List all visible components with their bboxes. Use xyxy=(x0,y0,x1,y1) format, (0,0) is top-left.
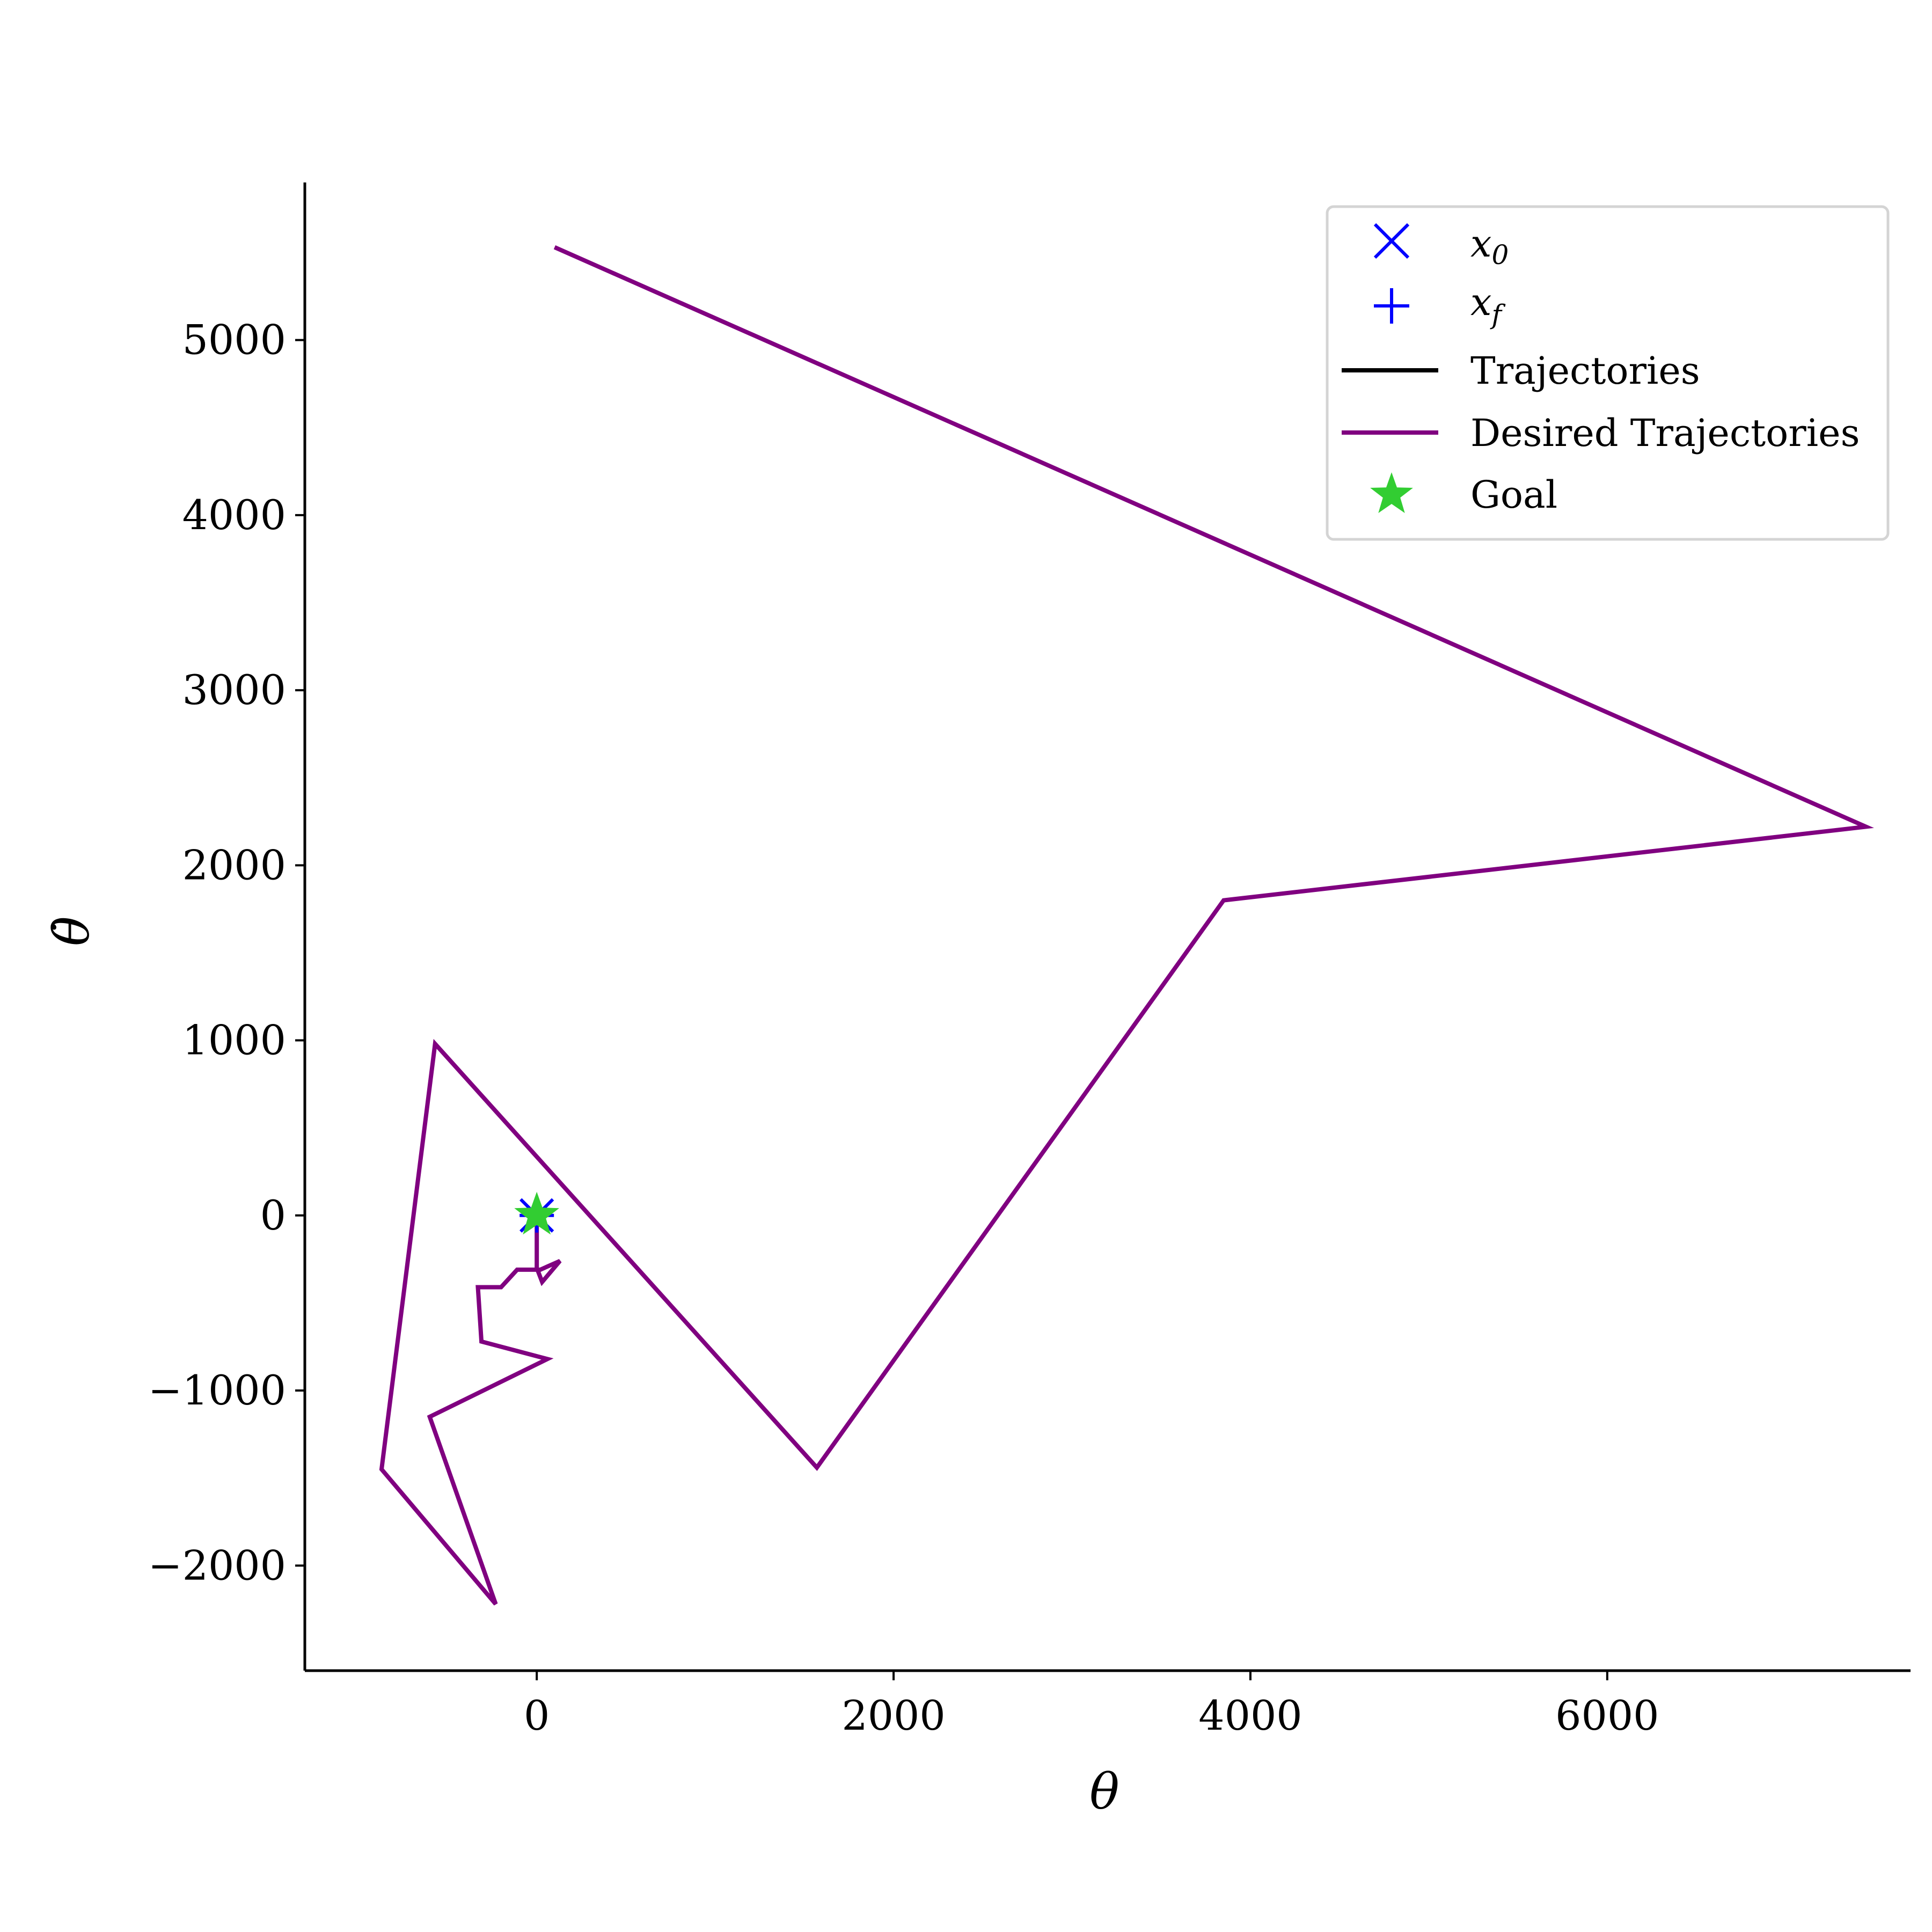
y-tick-label: 2000 xyxy=(182,841,286,889)
plus-marker-icon xyxy=(1374,288,1409,324)
legend-label-x0: x0 xyxy=(1470,222,1509,270)
y-tick-label: −1000 xyxy=(148,1366,286,1414)
y-tick-label: 1000 xyxy=(182,1016,286,1064)
legend-frame xyxy=(1326,205,1890,541)
x-tick-label: 6000 xyxy=(1555,1692,1659,1739)
legend-symbol-xf: x xyxy=(1470,280,1491,324)
x-axis-label: θ xyxy=(1089,1763,1119,1820)
y-tick-label: 0 xyxy=(260,1191,286,1239)
legend-label-goal: Goal xyxy=(1470,473,1557,517)
legend-entry-trajectories: Trajectories xyxy=(1342,349,1700,393)
y-tick-label: −2000 xyxy=(148,1541,286,1589)
x-marker-icon xyxy=(1373,223,1410,259)
legend-label-desired-trajectories: Desired Trajectories xyxy=(1470,411,1860,455)
y-axis-label: θ̇ xyxy=(43,916,100,946)
star-marker-icon xyxy=(1370,472,1413,513)
legend: x0 xf Trajectories Desired Trajectories … xyxy=(1326,205,1890,541)
y-tick-label: 4000 xyxy=(182,491,286,539)
legend-entry-desired-trajectories: Desired Trajectories xyxy=(1342,411,1860,455)
series-desired-trajectories xyxy=(379,245,1874,1606)
legend-entry-goal: Goal xyxy=(1370,472,1557,517)
legend-symbol-x0: x xyxy=(1470,222,1491,266)
legend-entry-x0: x0 xyxy=(1373,222,1509,270)
legend-subscript-x0: 0 xyxy=(1491,239,1509,270)
x-tick-label: 4000 xyxy=(1198,1692,1302,1739)
x-tick-label: 0 xyxy=(524,1692,550,1739)
marker-goal xyxy=(514,1191,559,1235)
y-tick-label: 3000 xyxy=(182,666,286,714)
x-ticks: 0 2000 4000 6000 xyxy=(524,1671,1659,1739)
x-tick-label: 2000 xyxy=(841,1692,945,1739)
axes xyxy=(303,182,1911,1672)
y-ticks: −2000 −1000 0 1000 2000 3000 4000 5000 xyxy=(148,316,305,1589)
y-tick-label: 5000 xyxy=(182,316,286,364)
legend-label-trajectories: Trajectories xyxy=(1470,349,1700,393)
plot-area xyxy=(379,245,1874,1606)
